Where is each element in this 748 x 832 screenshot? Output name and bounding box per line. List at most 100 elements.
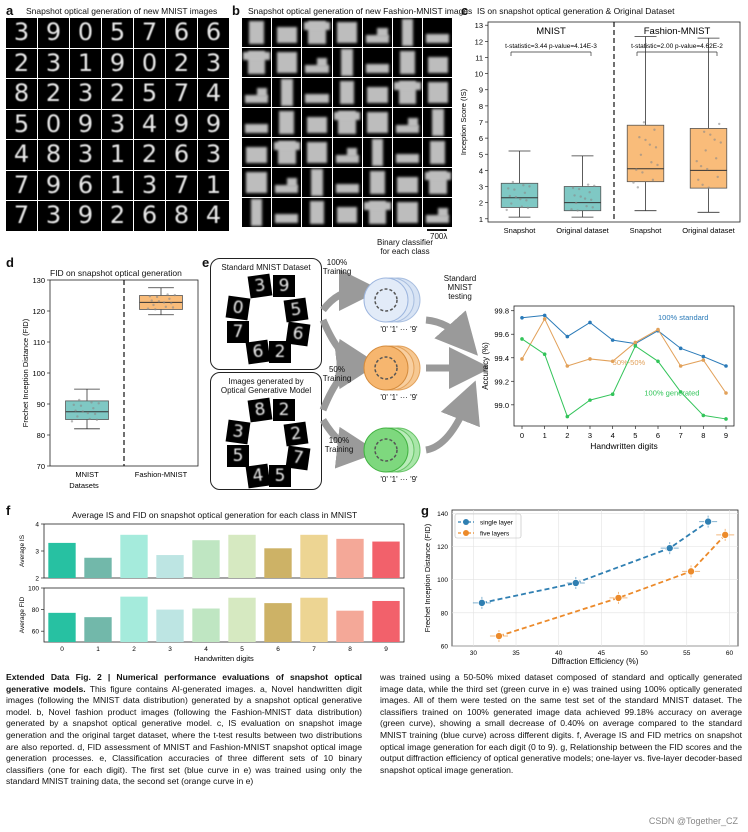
mnist-tile: 2 xyxy=(6,48,37,78)
puzzle-tile: 2 xyxy=(269,341,291,363)
jitter-point xyxy=(574,201,578,205)
x-axis-label: Handwritten digits xyxy=(590,441,658,451)
jitter-point xyxy=(591,206,594,209)
series-point xyxy=(571,578,580,587)
fashion-tile xyxy=(393,108,423,137)
testing-label-1: Standard xyxy=(443,274,477,283)
fashion-tile xyxy=(423,138,453,167)
fashion-tile xyxy=(242,78,272,107)
y-tick-label: 99.6 xyxy=(494,330,509,339)
bar xyxy=(300,597,328,642)
series-point xyxy=(687,567,696,576)
mnist-tile: 9 xyxy=(38,170,69,200)
mnist-tile: 2 xyxy=(102,201,133,231)
green-classifier-stack xyxy=(363,427,421,473)
fashion-silhouette xyxy=(306,116,328,133)
fashion-silhouette xyxy=(279,110,295,135)
mnist-tile: 6 xyxy=(70,170,101,200)
fashion-silhouette xyxy=(311,169,323,196)
x-tick-label: 8 xyxy=(348,646,352,653)
mnist-tile: 3 xyxy=(198,48,229,78)
y-tick-label: 120 xyxy=(437,544,448,551)
y-tick-label: 2 xyxy=(479,199,483,208)
jitter-point xyxy=(695,159,698,163)
x-tick-label: 55 xyxy=(683,650,691,657)
box xyxy=(563,186,602,212)
jitter-point xyxy=(170,301,173,305)
mnist-tile: 8 xyxy=(6,79,37,109)
series-point xyxy=(724,417,728,421)
testing-label-2: MNIST xyxy=(447,283,473,292)
group-name: Fashion-MNIST xyxy=(644,26,711,37)
bar xyxy=(84,617,112,642)
accuracy-line-chart: 99.0 99.2 99.4 99.6 99.8 0 1 2 3 4 5 6 7 8 9 Accuracy (… xyxy=(481,305,735,451)
mnist-digit: 6 xyxy=(173,18,190,46)
jitter-point xyxy=(656,163,659,167)
x-tick-label: 3 xyxy=(168,646,172,653)
fashion-tile xyxy=(272,168,302,197)
fashion-tile xyxy=(362,78,392,107)
fashion-silhouette xyxy=(397,202,418,223)
fashion-tile xyxy=(362,198,392,227)
fashion-tile xyxy=(423,198,453,227)
x-tick-label: 1 xyxy=(96,646,100,653)
mnist-tile: 4 xyxy=(6,140,37,170)
box xyxy=(626,124,665,183)
jitter-point xyxy=(148,295,152,298)
fashion-tile xyxy=(272,48,302,77)
classifier-title-1: Binary classifier xyxy=(376,238,433,247)
jitter-point xyxy=(651,178,655,182)
fashion-tile xyxy=(302,78,332,107)
series-point xyxy=(665,544,674,553)
x-tick-label: 7 xyxy=(679,431,683,440)
average-is-bar-chart: 2 3 4 Average IS xyxy=(19,522,405,582)
series-point xyxy=(724,391,728,395)
mnist-digit: 8 xyxy=(173,201,190,229)
x-tick-label: 6 xyxy=(276,646,280,653)
series-point xyxy=(678,390,683,394)
fashion-silhouette xyxy=(334,112,361,120)
mnist-digit: 7 xyxy=(13,201,30,229)
fashion-tile xyxy=(272,198,302,227)
jitter-point xyxy=(713,138,716,141)
jitter-point xyxy=(639,153,643,157)
x-axis-label: Datasets xyxy=(69,481,99,490)
mnist-digit: 9 xyxy=(109,48,126,77)
mnist-digit: 2 xyxy=(173,48,190,77)
legend-label: single layer xyxy=(480,520,514,527)
fashion-silhouette xyxy=(305,65,329,73)
fashion-silhouette xyxy=(364,202,391,210)
mnist-tile: 6 xyxy=(166,18,197,48)
y-tick-label: 99.2 xyxy=(494,377,509,386)
y-tick-label: 99.8 xyxy=(494,307,509,316)
series-line xyxy=(481,520,709,604)
fashion-silhouette xyxy=(430,140,446,165)
puzzle-digit: 3 xyxy=(253,275,267,297)
mnist-digit: 0 xyxy=(45,109,62,138)
x-tick-label: 50 xyxy=(640,650,648,657)
training-pct-3: 100% xyxy=(328,436,350,445)
fashion-tile xyxy=(423,48,453,77)
box xyxy=(65,400,109,420)
puzzle-digit: 7 xyxy=(232,322,244,342)
panel-c-title: IS on snapshot optical generation & Orig… xyxy=(477,6,675,16)
fashion-silhouette xyxy=(276,52,297,73)
jitter-point xyxy=(642,121,646,124)
mnist-tile: 9 xyxy=(198,109,229,139)
fashion-silhouette xyxy=(426,33,450,43)
panel-d-label: d xyxy=(6,255,14,270)
bar xyxy=(48,612,76,642)
watermark: CSDN @Together_CZ xyxy=(648,816,738,826)
puzzle-tile: 5 xyxy=(269,465,291,487)
fashion-tile xyxy=(302,168,332,197)
x-tick-label: 4 xyxy=(611,431,615,440)
caption-left: Extended Data Fig. 2 | Numerical perform… xyxy=(6,672,362,788)
mnist-digit: 2 xyxy=(141,140,158,168)
fashion-silhouette xyxy=(427,82,448,103)
y-tick-label: 100 xyxy=(28,586,39,593)
fashion-silhouette xyxy=(273,142,300,150)
fashion-silhouette xyxy=(367,112,388,133)
mnist-tile: 0 xyxy=(38,109,69,139)
